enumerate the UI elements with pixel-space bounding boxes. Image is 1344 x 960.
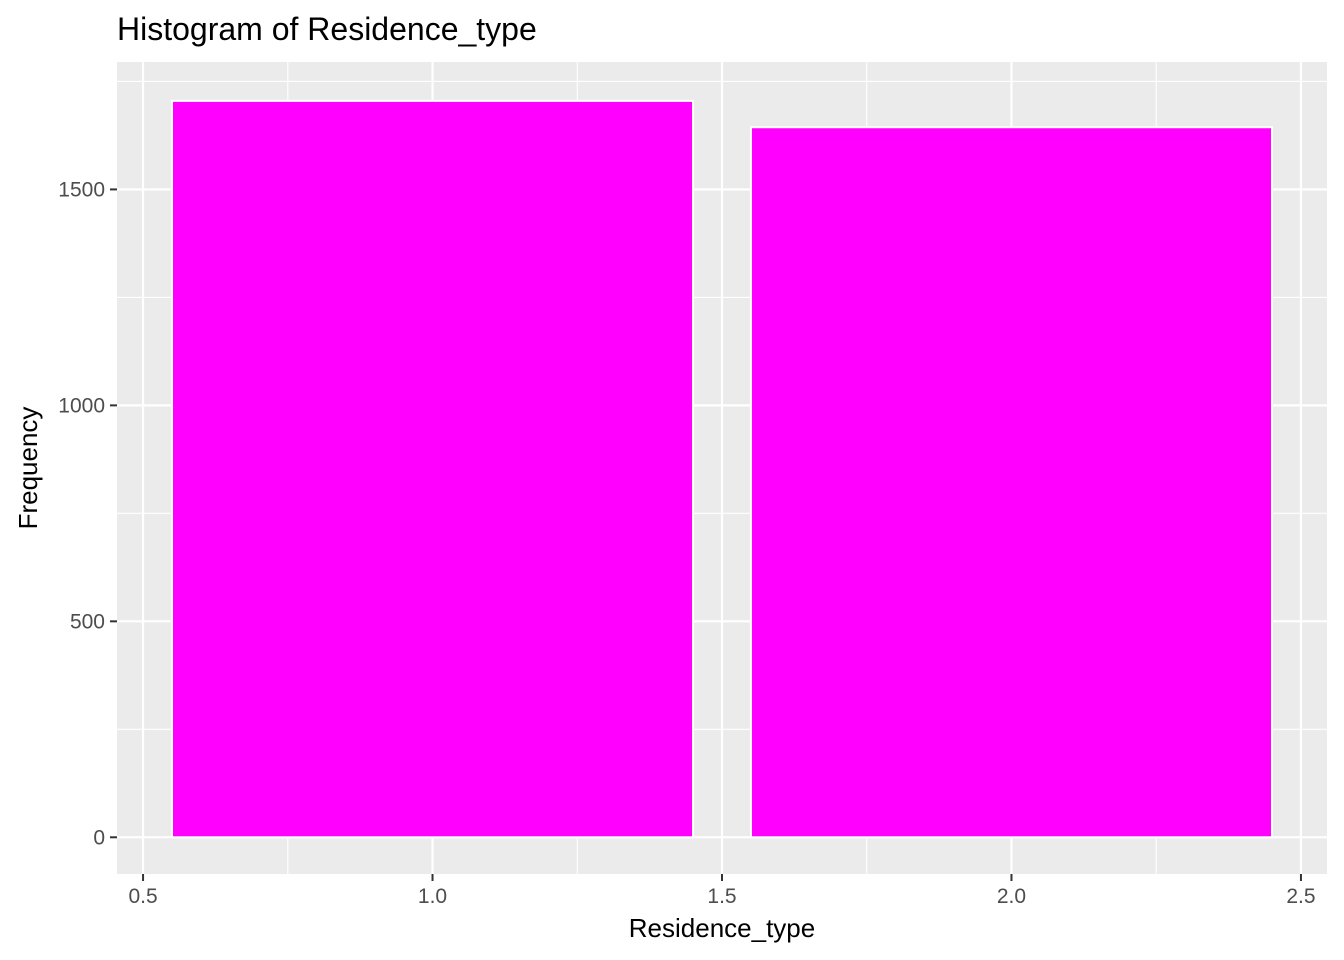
x-tick-label: 0.5 bbox=[128, 885, 157, 908]
bar-1 bbox=[171, 99, 695, 839]
x-tick-label: 2.0 bbox=[997, 885, 1026, 908]
bars bbox=[171, 99, 1273, 839]
x-axis-title: Residence_type bbox=[629, 913, 815, 943]
x-tick-label: 1.0 bbox=[418, 885, 447, 908]
y-axis-title: Frequency bbox=[13, 407, 43, 530]
x-tick-label: 2.5 bbox=[1286, 885, 1315, 908]
y-tick-label: 1000 bbox=[58, 394, 105, 417]
y-tick-label: 500 bbox=[70, 610, 105, 633]
y-tick-label: 0 bbox=[93, 826, 105, 849]
x-tick-label: 1.5 bbox=[707, 885, 736, 908]
x-axis: 0.5 1.0 1.5 2.0 2.5 bbox=[128, 874, 1316, 908]
chart-title: Histogram of Residence_type bbox=[117, 11, 537, 47]
y-axis: 0 500 1000 1500 bbox=[58, 178, 117, 849]
bar-2 bbox=[749, 126, 1273, 839]
y-tick-label: 1500 bbox=[58, 178, 105, 201]
